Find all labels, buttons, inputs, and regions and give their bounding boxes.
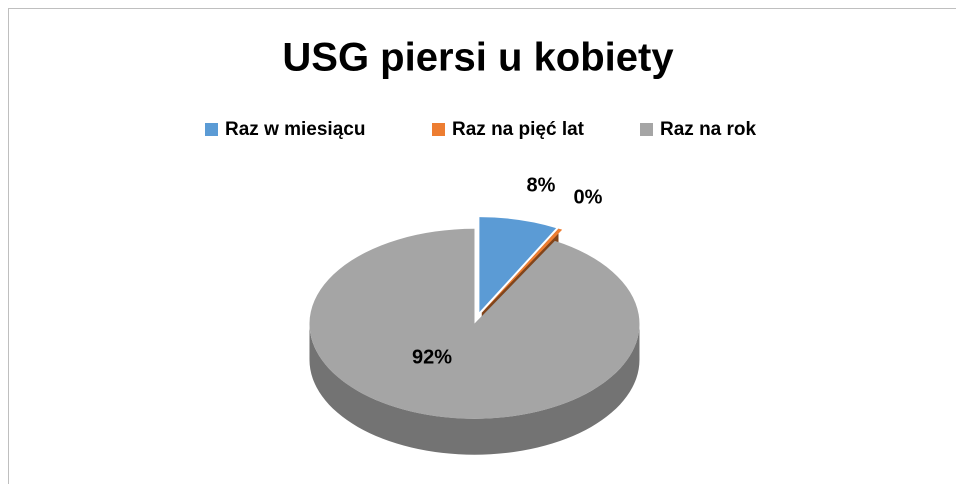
- pie-tops: [309, 217, 640, 419]
- pie-slice: [481, 228, 563, 313]
- chart-title: USG piersi u kobiety: [282, 36, 674, 80]
- pie-side: [309, 323, 640, 455]
- legend-swatch: [640, 123, 653, 136]
- data-label: 8%: [527, 174, 556, 196]
- data-label: 0%: [574, 186, 603, 208]
- data-label: 92%: [412, 346, 452, 368]
- legend-label: Raz na rok: [660, 119, 757, 140]
- legend-swatch: [432, 123, 445, 136]
- pie-slice: [479, 217, 557, 313]
- pie-slice: [309, 228, 640, 419]
- legend-label: Raz na pięć lat: [452, 119, 585, 140]
- legend-label: Raz w miesiącu: [225, 119, 365, 140]
- legend-swatch: [205, 123, 218, 136]
